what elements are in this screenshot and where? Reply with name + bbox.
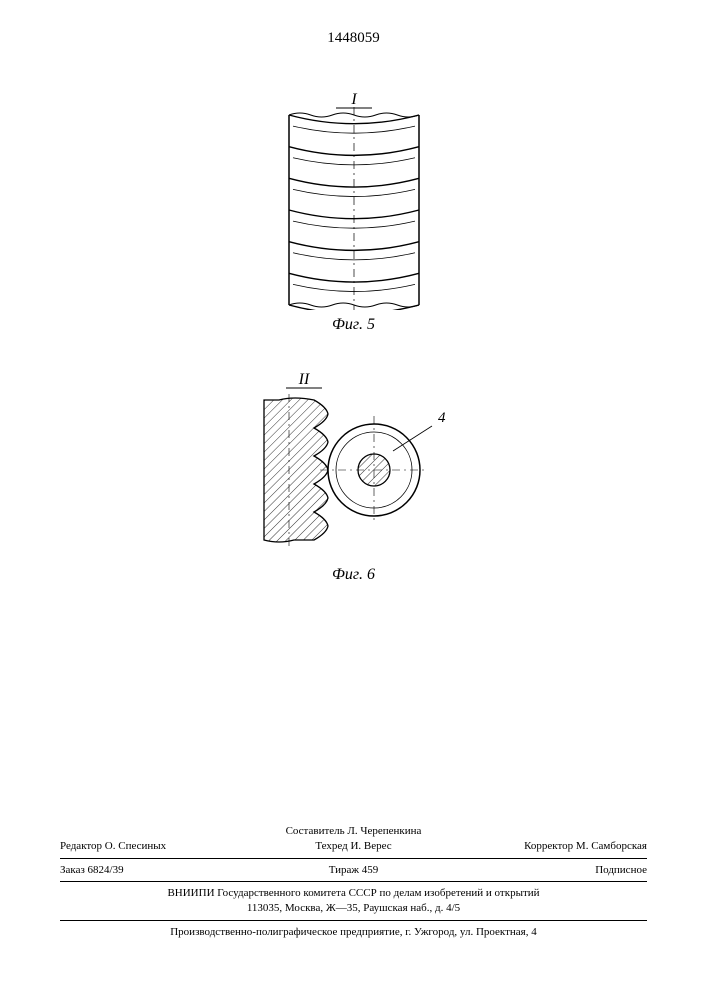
footer-row-2: Заказ 6824/39 Тираж 459 Подписное <box>60 863 647 878</box>
fig6-drawing: II 4 <box>244 370 464 560</box>
imprint-footer: Составитель Л. Черепенкина Редактор О. С… <box>60 824 647 940</box>
footer-editor: Редактор О. Спесиных <box>60 839 242 854</box>
footer-subscription: Подписное <box>465 863 647 878</box>
page-number: 1448059 <box>0 30 707 47</box>
footer-row-1: Редактор О. Спесиных Техред И. Верес Кор… <box>60 839 647 854</box>
footer-compiler: Составитель Л. Черепенкина <box>60 824 647 839</box>
figure-6: II4 Фиг. 6 <box>0 370 707 580</box>
footer-rule-3 <box>60 920 647 921</box>
footer-order: Заказ 6824/39 <box>60 863 242 878</box>
footer-printer: Производственно-полиграфическое предприя… <box>60 925 647 940</box>
fig6-caption: Фиг. 6 <box>0 566 707 584</box>
fig5-drawing: I <box>279 90 429 310</box>
footer-org: ВНИИПИ Государственного комитета СССР по… <box>60 886 647 901</box>
footer-tirage: Тираж 459 <box>262 863 444 878</box>
svg-text:I: I <box>350 91 357 108</box>
footer-rule-2 <box>60 881 647 882</box>
footer-techred: Техред И. Верес <box>262 839 444 854</box>
figure-5: I Фиг. 5 <box>0 90 707 340</box>
svg-text:4: 4 <box>438 410 446 426</box>
svg-text:II: II <box>297 371 309 388</box>
footer-corrector: Корректор М. Самборская <box>465 839 647 854</box>
footer-rule-1 <box>60 858 647 859</box>
footer-address: 113035, Москва, Ж—35, Раушская наб., д. … <box>60 901 647 916</box>
fig5-caption: Фиг. 5 <box>0 316 707 334</box>
